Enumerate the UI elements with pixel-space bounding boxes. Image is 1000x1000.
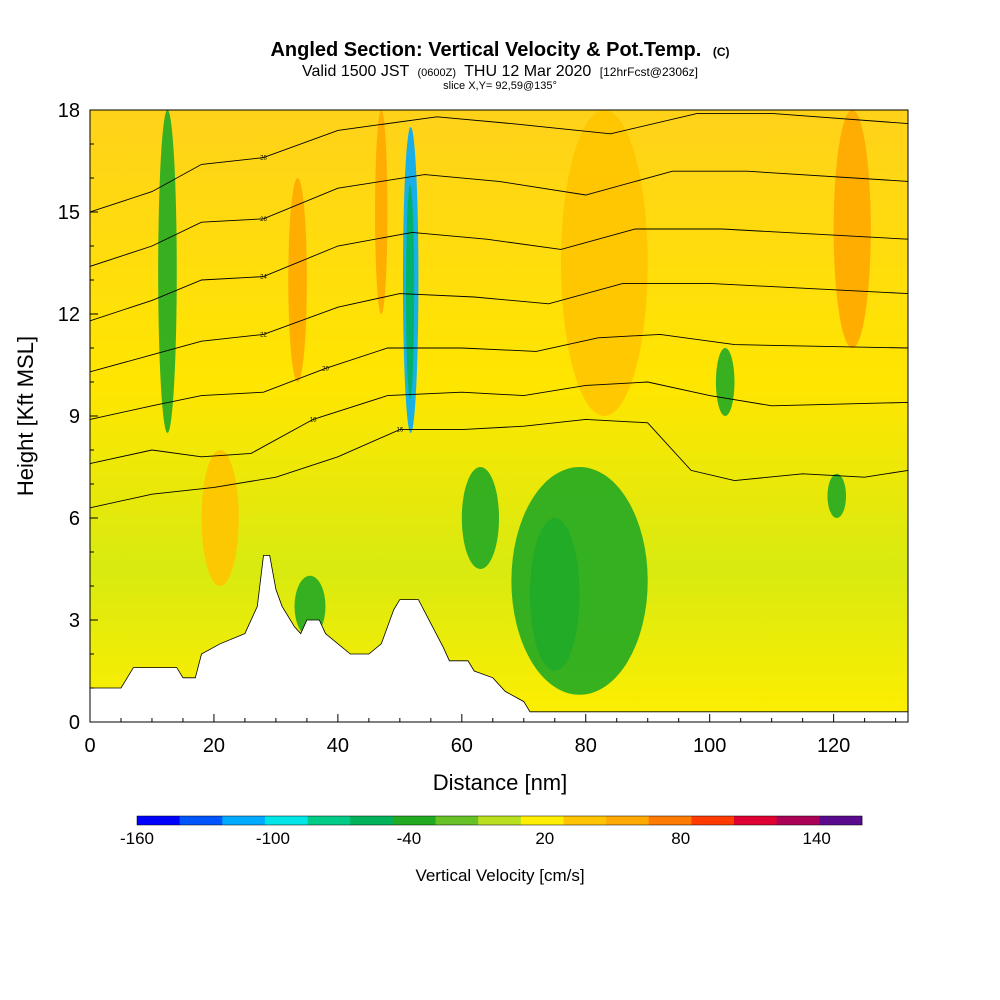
chart-title: Angled Section: Vertical Velocity & Pot.… bbox=[270, 39, 701, 61]
subtitle-forecast: [12hrFcst@2306z] bbox=[600, 65, 698, 79]
slice-label: slice X,Y= 92,59@135° bbox=[443, 80, 557, 92]
velocity-background bbox=[90, 110, 908, 722]
y-axis-label: Height [Kft MSL] bbox=[13, 336, 38, 496]
x-tick-label: 100 bbox=[693, 735, 726, 757]
colorbar-swatch bbox=[563, 816, 607, 825]
velocity-region bbox=[827, 473, 847, 518]
colorbar-swatch bbox=[648, 816, 692, 825]
velocity-region bbox=[511, 467, 648, 695]
y-tick-label: 3 bbox=[69, 610, 80, 632]
x-tick-label: 120 bbox=[817, 735, 850, 757]
subtitle-utc: (0600Z) bbox=[417, 67, 456, 79]
x-tick-label: 80 bbox=[575, 735, 597, 757]
theta-isoline bbox=[90, 282, 908, 373]
colorbar-swatch bbox=[307, 816, 351, 825]
colorbar: -160 -100 -40 20 80 140 bbox=[120, 815, 863, 848]
isoline-label: 22 bbox=[260, 332, 267, 338]
colorbar-tick-label: -40 bbox=[397, 829, 422, 848]
colorbar-tick-label: 20 bbox=[535, 829, 554, 848]
colorbar-swatch bbox=[520, 816, 564, 825]
colorbar-tick-label: -100 bbox=[256, 829, 290, 848]
x-tick-label: 40 bbox=[327, 735, 349, 757]
colorbar-swatch bbox=[606, 816, 650, 825]
axes: 0 20 40 60 80 100 120 0 3 6 9 12 15 18 bbox=[58, 100, 897, 757]
x-tick-label: 0 bbox=[84, 735, 95, 757]
theta-isoline bbox=[90, 418, 908, 509]
colorbar-swatch bbox=[691, 816, 735, 825]
plot-area: 16 18 20 22 24 26 28 bbox=[90, 110, 908, 722]
colorbar-swatch bbox=[179, 816, 223, 825]
velocity-region bbox=[560, 110, 648, 416]
colorbar-swatch bbox=[137, 816, 180, 825]
terrain bbox=[90, 555, 908, 722]
y-tick-label: 9 bbox=[69, 406, 80, 428]
theta-isoline bbox=[90, 170, 908, 267]
colorbar-swatch bbox=[222, 816, 266, 825]
colorbar-tick-label: 140 bbox=[803, 829, 831, 848]
theta-isoline bbox=[90, 333, 908, 420]
y-tick-label: 15 bbox=[58, 202, 80, 224]
theta-isoline bbox=[90, 381, 908, 465]
y-tick-label: 0 bbox=[69, 712, 80, 734]
velocity-region bbox=[461, 467, 499, 569]
title-mark: (C) bbox=[713, 45, 730, 59]
colorbar-swatch bbox=[264, 816, 308, 825]
colorbar-swatch bbox=[350, 816, 394, 825]
isoline-label: 28 bbox=[260, 156, 267, 162]
colorbar-swatch bbox=[734, 816, 778, 825]
y-tick-label: 12 bbox=[58, 304, 80, 326]
colorbar-frame bbox=[136, 815, 863, 826]
svg-text:Valid 1500 JST (0600Z): Valid 1500 JST (0600Z) THU 12 Mar 2020 [… bbox=[302, 63, 698, 80]
colorbar-swatch bbox=[776, 816, 820, 825]
colorbar-swatch bbox=[435, 816, 479, 825]
isoline-label: 24 bbox=[260, 275, 267, 281]
x-tick-label: 20 bbox=[203, 735, 225, 757]
colorbar-label: Vertical Velocity [cm/s] bbox=[415, 866, 584, 885]
velocity-region bbox=[833, 110, 871, 348]
isoline-label: 20 bbox=[322, 366, 329, 372]
x-axis-label: Distance [nm] bbox=[433, 770, 568, 795]
velocity-region bbox=[375, 110, 388, 314]
x-tick-label: 60 bbox=[451, 735, 473, 757]
velocity-region bbox=[715, 348, 735, 416]
colorbar-swatch bbox=[392, 816, 436, 825]
isoline-label: 16 bbox=[397, 428, 404, 434]
subtitle-valid: Valid 1500 JST bbox=[302, 63, 410, 80]
isoline-label: 26 bbox=[260, 217, 267, 223]
velocity-region bbox=[201, 450, 239, 586]
colorbar-tick-label: 80 bbox=[671, 829, 690, 848]
colorbar-swatch bbox=[478, 816, 522, 825]
y-tick-label: 18 bbox=[58, 100, 80, 122]
isoline-label: 18 bbox=[310, 417, 317, 423]
theta-isoline bbox=[90, 228, 908, 322]
velocity-region bbox=[288, 178, 307, 382]
y-tick-label: 6 bbox=[69, 508, 80, 530]
colorbar-tick-label: -160 bbox=[120, 829, 154, 848]
colorbar-swatch bbox=[819, 816, 863, 825]
subtitle-date: THU 12 Mar 2020 bbox=[464, 63, 591, 80]
svg-text:Angled Section: Vertical Veloc: Angled Section: Vertical Velocity & Pot.… bbox=[270, 39, 729, 61]
velocity-region bbox=[158, 110, 177, 433]
velocity-region bbox=[406, 184, 415, 399]
theta-isoline bbox=[90, 112, 908, 213]
